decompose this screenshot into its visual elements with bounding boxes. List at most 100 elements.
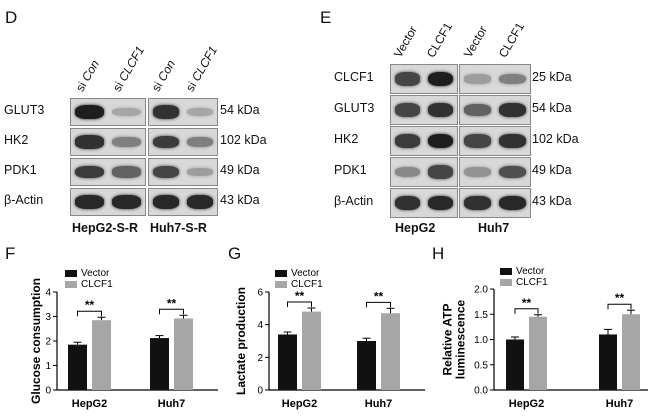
blot-strip bbox=[390, 157, 458, 187]
bar bbox=[68, 344, 87, 390]
y-tick-label: 0 bbox=[45, 386, 51, 397]
x-category-label: Huh7 bbox=[606, 398, 634, 410]
y-tick-label: 6 bbox=[257, 288, 263, 299]
blot-kda-label: 43 kDa bbox=[532, 194, 572, 208]
blot-band bbox=[75, 105, 104, 119]
bar bbox=[529, 316, 547, 390]
blot-kda-label: 43 kDa bbox=[220, 193, 260, 207]
blot-band bbox=[498, 73, 527, 85]
blot-band bbox=[427, 165, 454, 179]
significance-bracket bbox=[607, 303, 632, 310]
y-axis-label: Lactate production bbox=[234, 287, 248, 395]
significance-marker: ** bbox=[295, 289, 305, 303]
panel-h-label: H bbox=[432, 244, 445, 263]
bar bbox=[506, 339, 524, 390]
blot-row-label: PDK1 bbox=[334, 163, 367, 177]
significance-marker: ** bbox=[522, 296, 532, 310]
blot-strip bbox=[390, 188, 458, 218]
blot-band bbox=[186, 136, 214, 147]
blot-strip bbox=[459, 64, 531, 94]
blot-strip bbox=[148, 188, 218, 216]
y-tick-label: 2.0 bbox=[474, 285, 488, 296]
y-tick-label: 2 bbox=[45, 337, 51, 348]
y-axis-label: luminescence bbox=[454, 299, 468, 379]
blot-band bbox=[112, 107, 141, 117]
x-category-label: HepG2 bbox=[509, 398, 544, 410]
blot-band bbox=[75, 165, 104, 179]
panel-d-label: D bbox=[5, 8, 18, 27]
blot-kda-label: 49 kDa bbox=[532, 163, 572, 177]
blot-row-label: HK2 bbox=[4, 133, 29, 147]
significance-bracket bbox=[159, 308, 184, 315]
blot-kda-label: 102 kDa bbox=[220, 133, 267, 147]
panel-f-label: F bbox=[5, 244, 16, 263]
x-category-label: Huh7 bbox=[158, 398, 186, 410]
blot-kda-label: 54 kDa bbox=[220, 103, 260, 117]
blot-kda-label: 102 kDa bbox=[532, 132, 579, 146]
blot-band bbox=[463, 167, 492, 177]
blot-column-label: si Con bbox=[72, 57, 102, 94]
blot-band bbox=[427, 71, 454, 87]
y-tick-label: 4 bbox=[45, 288, 51, 299]
legend-label: Vector bbox=[291, 268, 320, 279]
bar bbox=[278, 334, 297, 390]
bar bbox=[357, 341, 376, 390]
blot-band bbox=[394, 195, 421, 211]
legend-label: CLCF1 bbox=[291, 279, 323, 290]
blot-band bbox=[75, 195, 104, 209]
blot-band bbox=[75, 135, 104, 149]
blot-strip bbox=[459, 157, 531, 187]
blot-column-label: Vector bbox=[460, 23, 490, 60]
blot-row-label: GLUT3 bbox=[334, 101, 375, 115]
significance-bracket bbox=[287, 301, 312, 308]
blot-band bbox=[394, 72, 421, 86]
blot-band bbox=[186, 167, 214, 177]
blot-band bbox=[112, 166, 141, 178]
panel-g-label: G bbox=[228, 244, 242, 263]
blot-strip bbox=[390, 64, 458, 94]
bar bbox=[92, 320, 111, 390]
significance-marker: ** bbox=[85, 298, 95, 312]
blot-band bbox=[498, 133, 527, 149]
y-tick-label: 3 bbox=[45, 312, 51, 323]
blot-strip bbox=[148, 158, 218, 186]
blot-strip bbox=[390, 126, 458, 156]
blot-kda-label: 49 kDa bbox=[220, 163, 260, 177]
panel-e-cell-hepg2: HepG2 bbox=[395, 221, 436, 235]
legend-label: Vector bbox=[81, 268, 110, 279]
blot-row-label: β-Actin bbox=[4, 193, 44, 207]
blot-column-label: si CLCF1 bbox=[109, 43, 147, 94]
blot-band bbox=[427, 133, 454, 149]
blot-band bbox=[394, 134, 421, 148]
blot-band bbox=[394, 166, 421, 178]
blot-row-label: GLUT3 bbox=[4, 103, 45, 117]
legend-swatch bbox=[275, 270, 287, 277]
significance-marker: ** bbox=[615, 291, 625, 305]
blot-band bbox=[427, 195, 454, 211]
x-category-label: HepG2 bbox=[72, 398, 107, 410]
blot-band bbox=[112, 136, 141, 147]
blot-kda-label: 54 kDa bbox=[532, 101, 572, 115]
blot-band bbox=[152, 135, 180, 149]
x-category-label: Huh7 bbox=[365, 398, 393, 410]
blot-row-label: PDK1 bbox=[4, 163, 37, 177]
legend-label: CLCF1 bbox=[516, 277, 548, 288]
panel-d-cell-huh7: Huh7-S-R bbox=[150, 221, 207, 235]
blot-band bbox=[463, 74, 492, 84]
bar bbox=[622, 314, 640, 390]
panel-e-label: E bbox=[320, 8, 332, 27]
blot-strip bbox=[70, 158, 146, 186]
significance-bracket bbox=[514, 308, 539, 314]
significance-bracket bbox=[366, 301, 391, 308]
blot-column-label: si Con bbox=[148, 57, 179, 94]
blot-strip bbox=[70, 98, 146, 126]
significance-marker: ** bbox=[167, 296, 177, 310]
bar bbox=[302, 311, 321, 390]
blot-band bbox=[152, 195, 180, 209]
blot-row-label: HK2 bbox=[334, 132, 359, 146]
bar bbox=[150, 338, 169, 390]
blot-band bbox=[498, 165, 527, 179]
legend-swatch bbox=[275, 281, 287, 288]
